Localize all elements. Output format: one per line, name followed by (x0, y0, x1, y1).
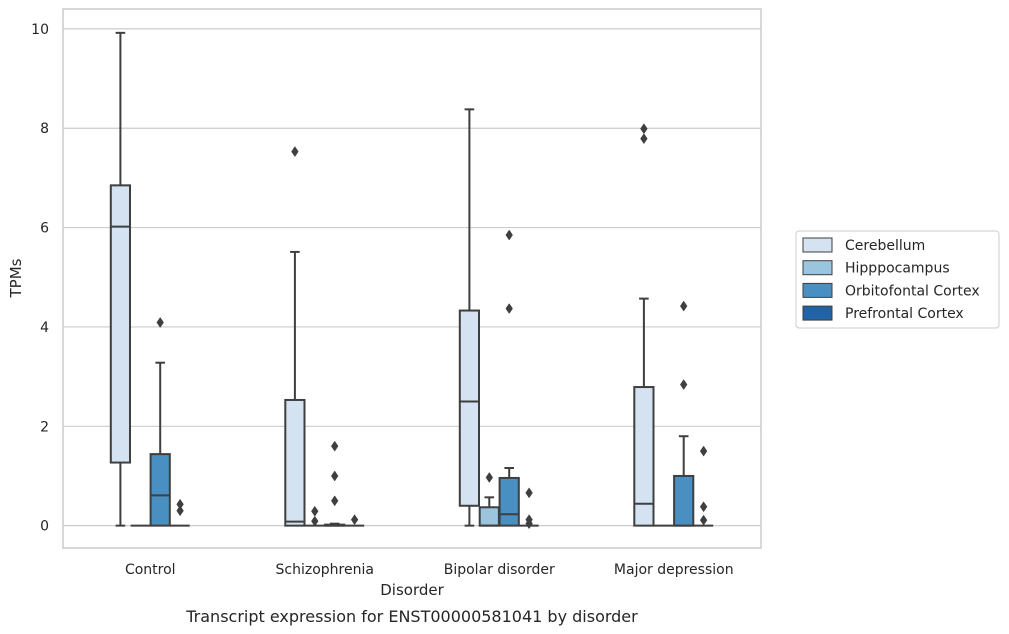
legend-label: Orbitofontal Cortex (845, 283, 980, 299)
y-tick-label: 2 (40, 419, 49, 435)
legend-frame (795, 230, 1000, 329)
legend-label: Cerebellum (845, 238, 925, 254)
box-body (633, 386, 655, 527)
x-tick-labels: Control Schizophrenia Bipolar disorder Majo… (125, 562, 734, 578)
outlier-point (156, 317, 164, 328)
outlier-point (699, 445, 708, 457)
box-3-2 (673, 300, 695, 527)
outlier-point (525, 487, 533, 499)
box-1-2 (324, 440, 346, 527)
box-body (284, 398, 306, 527)
y-tick-labels: 0 2 4 6 8 10 (31, 22, 49, 535)
box-1-1 (305, 505, 325, 527)
outlier-point (525, 514, 533, 526)
x-tick-label: Major depression (614, 562, 734, 578)
outlier-point (176, 505, 184, 517)
y-tick-label: 0 (40, 519, 49, 535)
outlier-point (330, 470, 339, 482)
box-3-3 (694, 445, 714, 527)
box-2-3 (519, 487, 539, 530)
x-axis-label: Disorder (380, 581, 444, 599)
outlier-point (505, 303, 513, 314)
y-tick-label: 8 (40, 121, 49, 137)
box-2-1 (478, 472, 500, 527)
outlier-point (350, 514, 359, 526)
legend-swatch (802, 305, 833, 321)
legend-swatch (802, 282, 833, 298)
box-0-3 (170, 498, 190, 527)
y-tick-label: 6 (40, 221, 49, 237)
x-tick-label: Control (125, 562, 176, 578)
legend-label: Prefrontal Cortex (845, 306, 964, 322)
y-tick-label: 10 (31, 22, 49, 38)
outlier-point (640, 133, 648, 145)
box-body (109, 184, 132, 464)
outlier-point (485, 472, 494, 483)
figure-caption: Transcript expression for ENST0000058104… (185, 607, 638, 626)
outlier-point (291, 146, 299, 158)
box-1-0 (284, 146, 306, 527)
box-0-2 (149, 317, 171, 527)
y-axis-label: TPMs (7, 258, 25, 298)
box-2-2 (498, 229, 520, 527)
box-body (149, 453, 171, 527)
x-tick-label: Schizophrenia (276, 562, 374, 578)
grid-lines (63, 28, 761, 527)
legend: Cerebellum Hipppocampus Orbitofontal Corte… (795, 230, 1000, 329)
box-body (458, 309, 480, 507)
box-body (478, 506, 500, 527)
outlier-point (505, 229, 513, 241)
outlier-point (679, 379, 688, 391)
box-body (673, 474, 695, 527)
outlier-point (679, 300, 688, 312)
outlier-point (330, 440, 339, 452)
outlier-point (311, 515, 319, 527)
box-body (498, 476, 520, 527)
box-plots (109, 31, 714, 530)
legend-label: Hipppocampus (845, 261, 950, 277)
legend-swatch (802, 237, 833, 253)
box-1-3 (345, 514, 365, 527)
legend-swatch (802, 260, 833, 276)
y-tick-label: 4 (40, 320, 49, 336)
box-0-0 (109, 31, 132, 527)
box-2-0 (458, 108, 480, 527)
outlier-point (330, 495, 339, 507)
outlier-point (699, 514, 708, 526)
outlier-point (640, 123, 648, 135)
box-3-0 (633, 123, 655, 527)
plot-frame (62, 8, 762, 549)
outlier-point (699, 501, 708, 513)
outlier-point (176, 498, 184, 510)
outlier-point (311, 505, 319, 517)
x-tick-label: Bipolar disorder (444, 562, 555, 578)
